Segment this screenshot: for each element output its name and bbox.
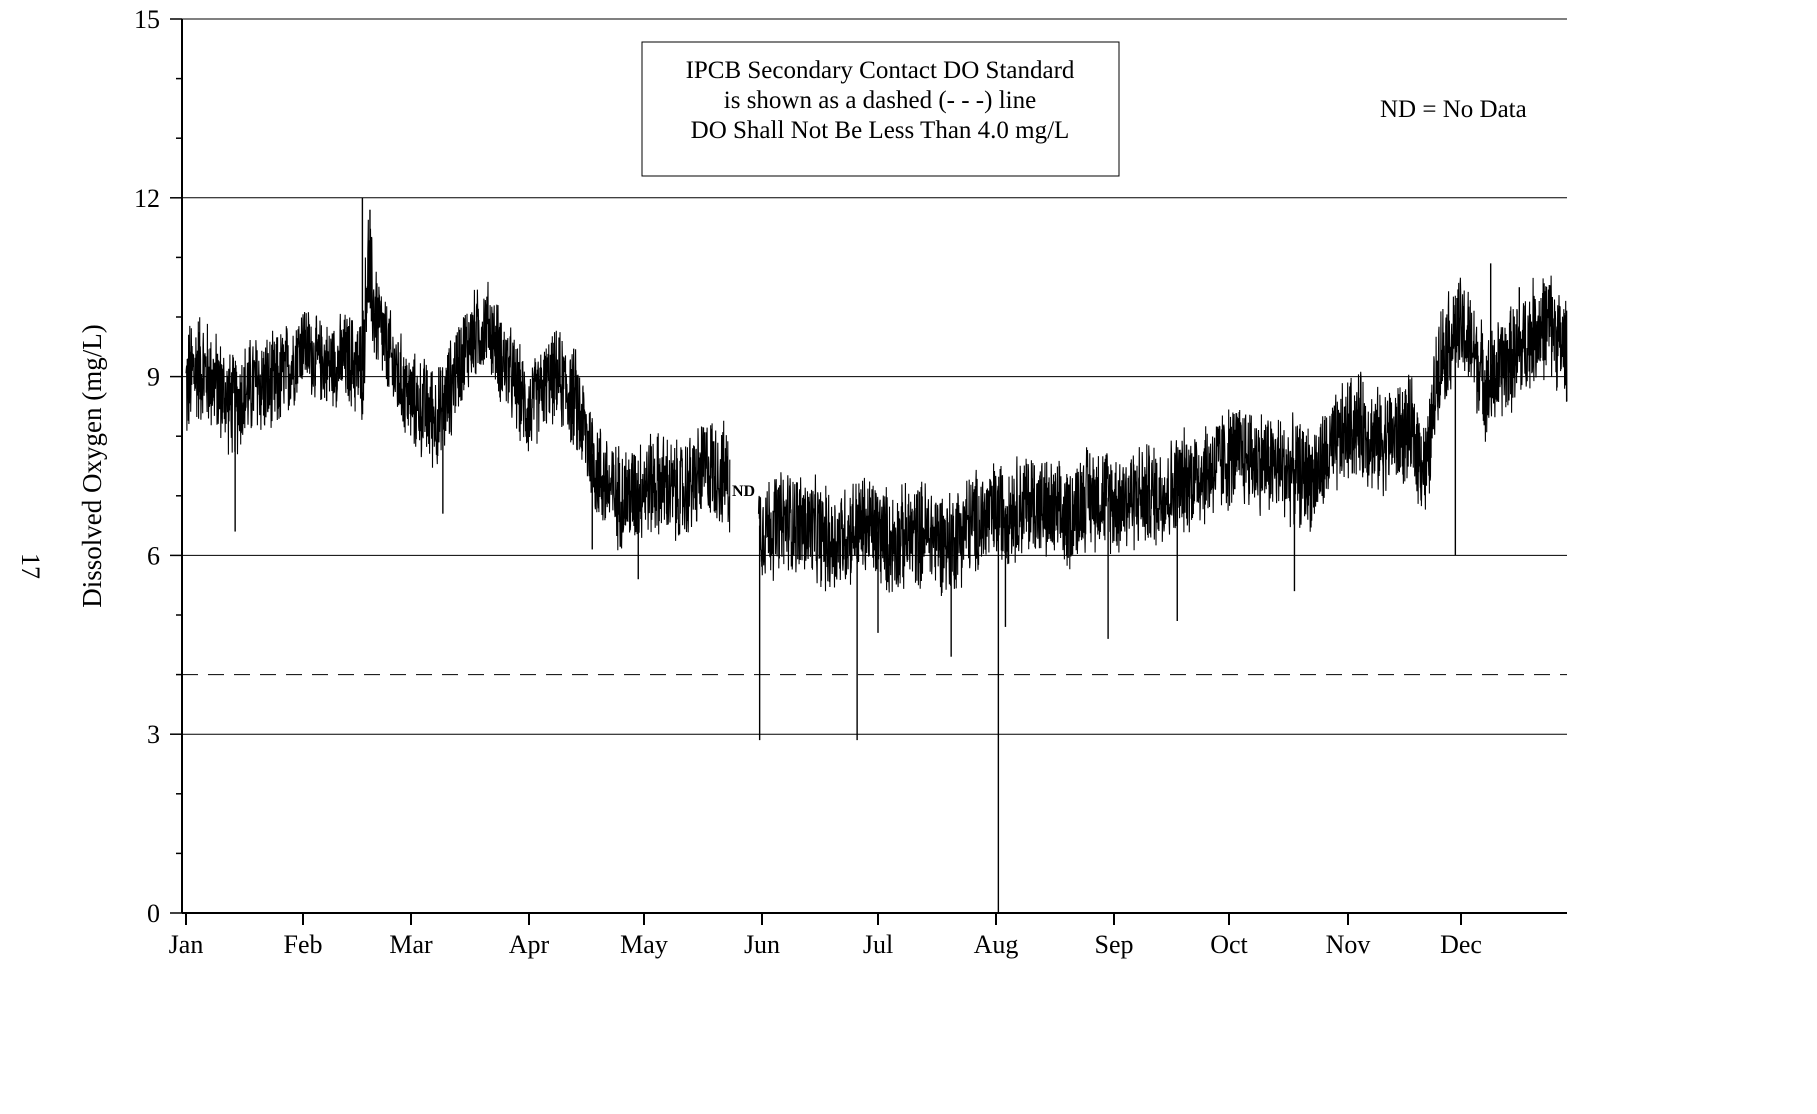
annotation-line-1: IPCB Secondary Contact DO Standard (686, 57, 1075, 84)
y-tick-label: 6 (147, 541, 160, 570)
x-tick-label: Mar (389, 930, 433, 959)
x-tick-label: Aug (974, 930, 1019, 959)
standard-annotation-box: IPCB Secondary Contact DO Standard is sh… (641, 41, 1120, 177)
y-tick-label: 9 (147, 363, 160, 392)
do-trace-segment-2 (757, 275, 1568, 597)
annotation-line-3: DO Shall Not Be Less Than 4.0 mg/L (691, 117, 1070, 144)
x-tick-label: Jun (744, 930, 780, 959)
x-tick-label: Nov (1326, 930, 1371, 959)
data-series (185, 197, 1568, 913)
x-tick-label: Dec (1440, 930, 1482, 959)
x-tick-label: Apr (509, 930, 550, 959)
y-tick-label: 3 (147, 720, 160, 749)
x-tick-label: May (620, 930, 668, 959)
annotation-border (641, 41, 1120, 177)
y-axis-label: Dissolved Oxygen (mg/L) (77, 324, 107, 607)
x-tick-label: Feb (284, 930, 323, 959)
y-tick-label: 15 (134, 5, 160, 34)
y-tick-label: 0 (147, 899, 160, 928)
x-tick-label: Oct (1210, 930, 1248, 959)
x-tick-label: Sep (1095, 930, 1134, 959)
no-data-legend: ND = No Data (1380, 96, 1527, 123)
no-data-gap-label: ND (732, 483, 755, 500)
axes: 0 3 6 9 12 15 Jan Feb Mar Apr May Jun Jul Aug Sep Oct No… (134, 5, 1567, 959)
annotation-line-2: is shown as a dashed (- - -) line (724, 87, 1036, 114)
page-number: 17 (16, 553, 45, 579)
x-tick-label: Jan (169, 930, 204, 959)
y-tick-label: 12 (134, 184, 160, 213)
x-tick-label: Jul (863, 930, 893, 959)
do-trace-segment-1 (185, 219, 731, 551)
